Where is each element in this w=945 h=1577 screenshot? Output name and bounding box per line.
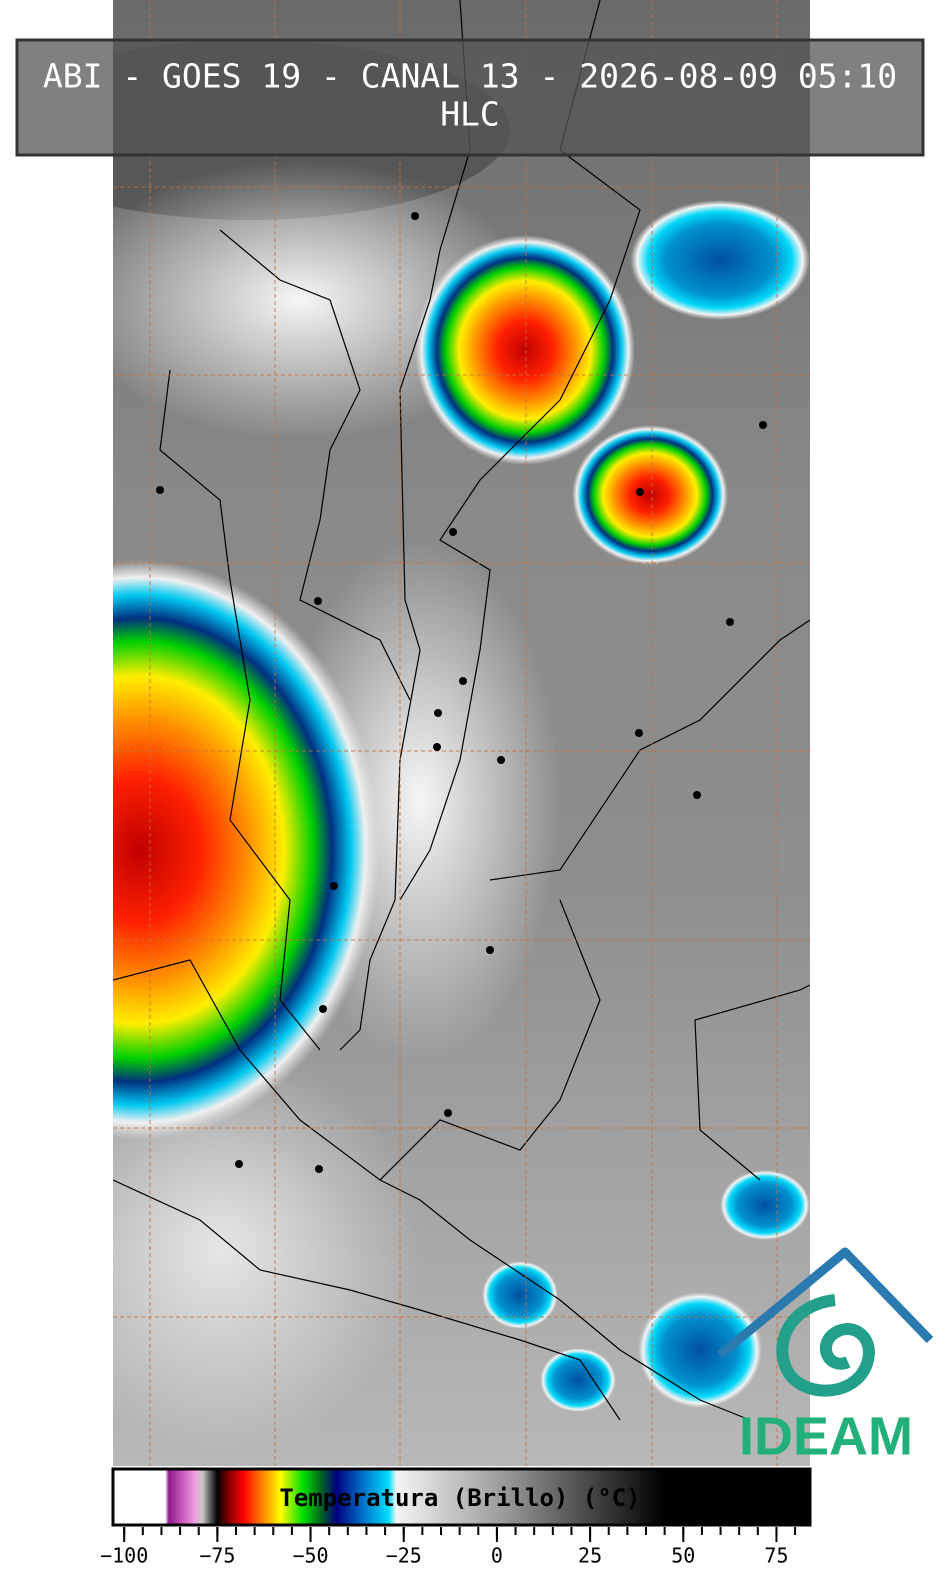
cities [156, 212, 767, 1173]
tick-label: 25 [578, 1544, 602, 1568]
tick-label: 0 [491, 1544, 503, 1568]
tick-label: 50 [671, 1544, 695, 1568]
title: ABI - GOES 19 - CANAL 13 - 2026-08-09 05… [43, 57, 897, 96]
tick-label: −100 [100, 1544, 148, 1568]
image-area [113, 0, 810, 1466]
tick-label: −75 [199, 1544, 235, 1568]
title-box [15, 38, 925, 157]
colorbar-label: Temperatura (Brillo) (°C) [279, 1484, 640, 1512]
tick-label: 75 [764, 1544, 788, 1568]
borders [113, 0, 810, 1421]
tick-label: −50 [292, 1544, 328, 1568]
subtitle: HLC [440, 95, 500, 134]
grid [113, 0, 810, 1466]
colorbar [111, 1467, 812, 1527]
logo: IDEAM [717, 1247, 934, 1466]
tick-label: −25 [386, 1544, 422, 1568]
logo-text: IDEAM [739, 1406, 913, 1466]
